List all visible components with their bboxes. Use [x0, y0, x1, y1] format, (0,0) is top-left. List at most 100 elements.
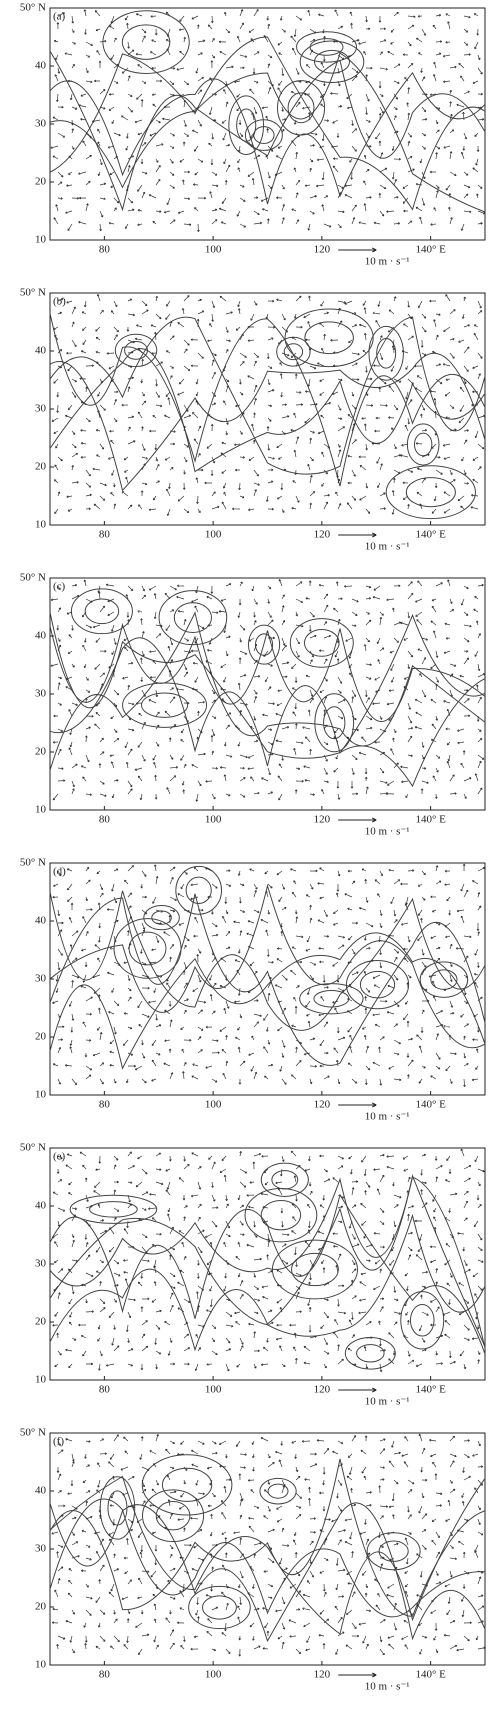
wind-arrow: [79, 196, 87, 200]
wind-arrow: [293, 28, 297, 37]
wind-arrow: [404, 424, 409, 432]
wind-arrow: [123, 1436, 129, 1442]
wind-arrow: [194, 916, 199, 924]
wind-arrow: [52, 1323, 59, 1327]
wind-arrow: [457, 1232, 465, 1235]
wind-arrow: [141, 961, 147, 966]
wind-arrow: [386, 1593, 395, 1598]
wind-arrow: [309, 38, 316, 43]
wind-arrow: [57, 491, 61, 497]
contour: [175, 865, 223, 915]
wind-arrow: [151, 1488, 157, 1494]
wind-arrow: [262, 1607, 269, 1611]
wind-arrow: [295, 1046, 298, 1054]
wind-arrow: [337, 210, 345, 214]
wind-arrow: [293, 1332, 297, 1339]
wind-arrow: [108, 1538, 115, 1546]
wind-arrow: [323, 767, 328, 775]
wind-arrow: [50, 145, 59, 149]
wind-arrow: [365, 1538, 370, 1546]
wind-arrow: [99, 1219, 105, 1222]
wind-arrow: [456, 1529, 465, 1533]
wind-arrow: [183, 425, 186, 432]
wind-arrow: [155, 480, 160, 484]
wind-arrow: [127, 1348, 134, 1352]
panel-label: (e): [53, 1151, 66, 1163]
wind-arrow: [127, 780, 133, 788]
contour: [287, 92, 315, 124]
wind-arrow: [391, 171, 395, 180]
wind-arrow: [321, 1259, 325, 1264]
wind-arrow: [68, 1181, 73, 1186]
wind-arrow: [248, 1205, 255, 1209]
wind-arrow: [83, 9, 87, 17]
wind-arrow: [125, 1078, 129, 1084]
wind-arrow: [99, 106, 106, 110]
wind-arrow: [421, 766, 427, 770]
wind-arrow: [260, 1363, 269, 1367]
wind-arrow: [137, 610, 143, 613]
wind-arrow: [463, 1298, 470, 1304]
panel-label: (f): [53, 1436, 64, 1448]
wind-arrow: [138, 1218, 143, 1222]
wind-arrow: [432, 630, 437, 639]
wind-arrow: [308, 1181, 312, 1187]
wind-arrow: [137, 1281, 143, 1287]
wind-arrow: [197, 158, 204, 163]
wind-arrow: [295, 624, 304, 628]
wind-arrow: [225, 1259, 229, 1265]
y-tick-label: 10: [35, 519, 47, 531]
wind-arrow: [349, 158, 353, 163]
wind-arrow: [477, 67, 483, 75]
wind-arrow: [433, 207, 437, 212]
wind-arrow: [66, 351, 73, 355]
wind-arrow: [267, 1583, 274, 1588]
wind-arrow: [365, 611, 370, 615]
wind-arrow: [267, 1596, 273, 1600]
wind-arrow: [206, 1466, 213, 1470]
wind-arrow: [192, 661, 199, 665]
wind-arrow: [239, 430, 243, 435]
wind-arrow: [281, 974, 288, 981]
wind-arrow: [477, 1518, 481, 1526]
wind-arrow: [98, 935, 101, 943]
wind-arrow: [138, 712, 143, 717]
wind-arrow: [238, 1078, 242, 1085]
wind-arrow: [447, 1499, 451, 1507]
y-tick-label: 20: [35, 746, 47, 758]
wind-arrow: [277, 495, 283, 500]
wind-arrow: [460, 223, 465, 231]
wind-arrow: [323, 658, 328, 665]
wind-arrow: [197, 453, 201, 458]
wind-arrow: [183, 1479, 186, 1485]
contour: [314, 693, 355, 753]
wind-arrow: [124, 1570, 129, 1575]
wind-arrow: [415, 442, 423, 445]
wind-arrow: [373, 585, 381, 591]
wind-arrow: [472, 478, 479, 484]
wind-arrow: [444, 1320, 451, 1326]
wind-arrow: [141, 309, 149, 315]
wind-arrow: [224, 1272, 227, 1279]
wind-arrow: [477, 1479, 483, 1486]
wind-arrow: [435, 1176, 439, 1183]
wind-arrow: [225, 339, 231, 343]
wind-arrow: [253, 689, 258, 695]
wind-arrow: [421, 968, 426, 976]
wind-arrow: [57, 1047, 62, 1054]
wind-arrow: [169, 724, 177, 730]
wind-arrow: [276, 298, 283, 302]
wind-arrow: [463, 132, 468, 140]
wind-arrow: [264, 1622, 269, 1629]
wind-arrow: [251, 1440, 255, 1445]
wind-arrow: [295, 1039, 302, 1044]
wind-arrow: [393, 1602, 397, 1611]
wind-arrow: [197, 1166, 202, 1170]
wind-arrow: [57, 1179, 63, 1183]
wind-arrow: [239, 1466, 246, 1469]
wind-arrow: [276, 958, 283, 963]
wind-arrow: [291, 1074, 297, 1080]
scale-arrow: [338, 817, 377, 823]
wind-arrow: [85, 1362, 94, 1366]
